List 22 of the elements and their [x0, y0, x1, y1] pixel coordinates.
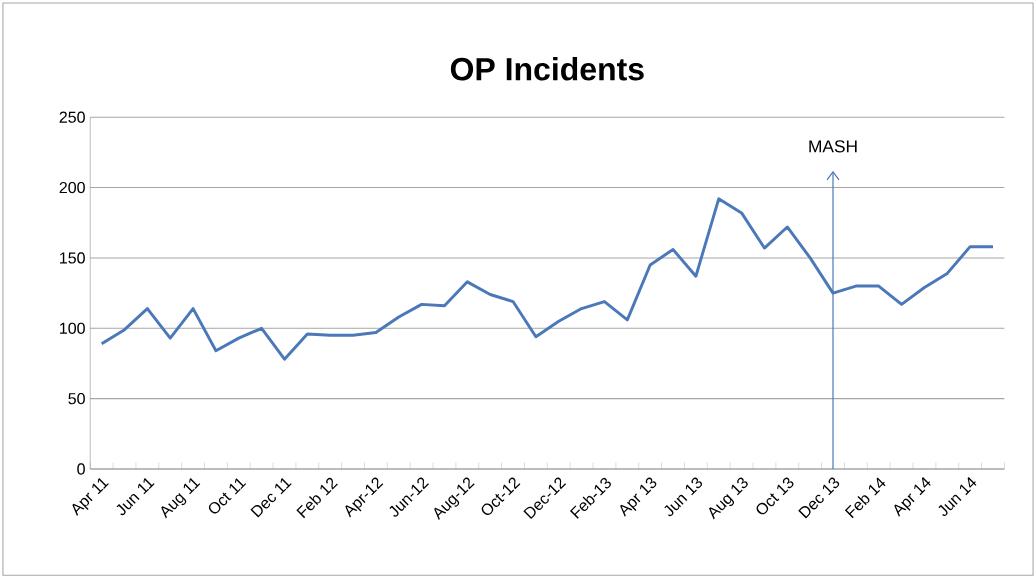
y-tick-label: 50 [68, 392, 85, 405]
x-tick-label: Dec 13 [798, 477, 840, 519]
y-tick-label: 0 [77, 463, 85, 475]
x-tick-label: Oct 13 [756, 477, 794, 515]
y-tick-label: 100 [60, 322, 85, 334]
y-tick-label: 200 [59, 181, 85, 194]
x-tick-label: Apr 14 [894, 477, 931, 517]
x-tick-label: Apr 11 [72, 478, 109, 516]
y-tick-label: 250 [59, 111, 85, 123]
x-tick-label: Feb 14 [844, 477, 886, 519]
x-tick-label: Jun 13 [664, 477, 703, 517]
y-tick-label: 150 [60, 252, 85, 264]
x-tick-label: Aug 11 [161, 478, 201, 519]
x-tick-label: Jun 11 [116, 478, 155, 516]
x-tick-label: Oct 11 [208, 478, 247, 514]
x-tick-label: Jun 14 [938, 477, 977, 516]
x-tick-label: Aug 13 [709, 477, 748, 520]
x-tick-label: Dec 11 [250, 478, 292, 518]
ref-line-label: MASH [809, 140, 857, 153]
x-tick-label: Apr 13 [620, 477, 657, 517]
chart-title: OP Incidents [450, 56, 644, 81]
x-tick-label: Feb 12 [296, 477, 338, 519]
